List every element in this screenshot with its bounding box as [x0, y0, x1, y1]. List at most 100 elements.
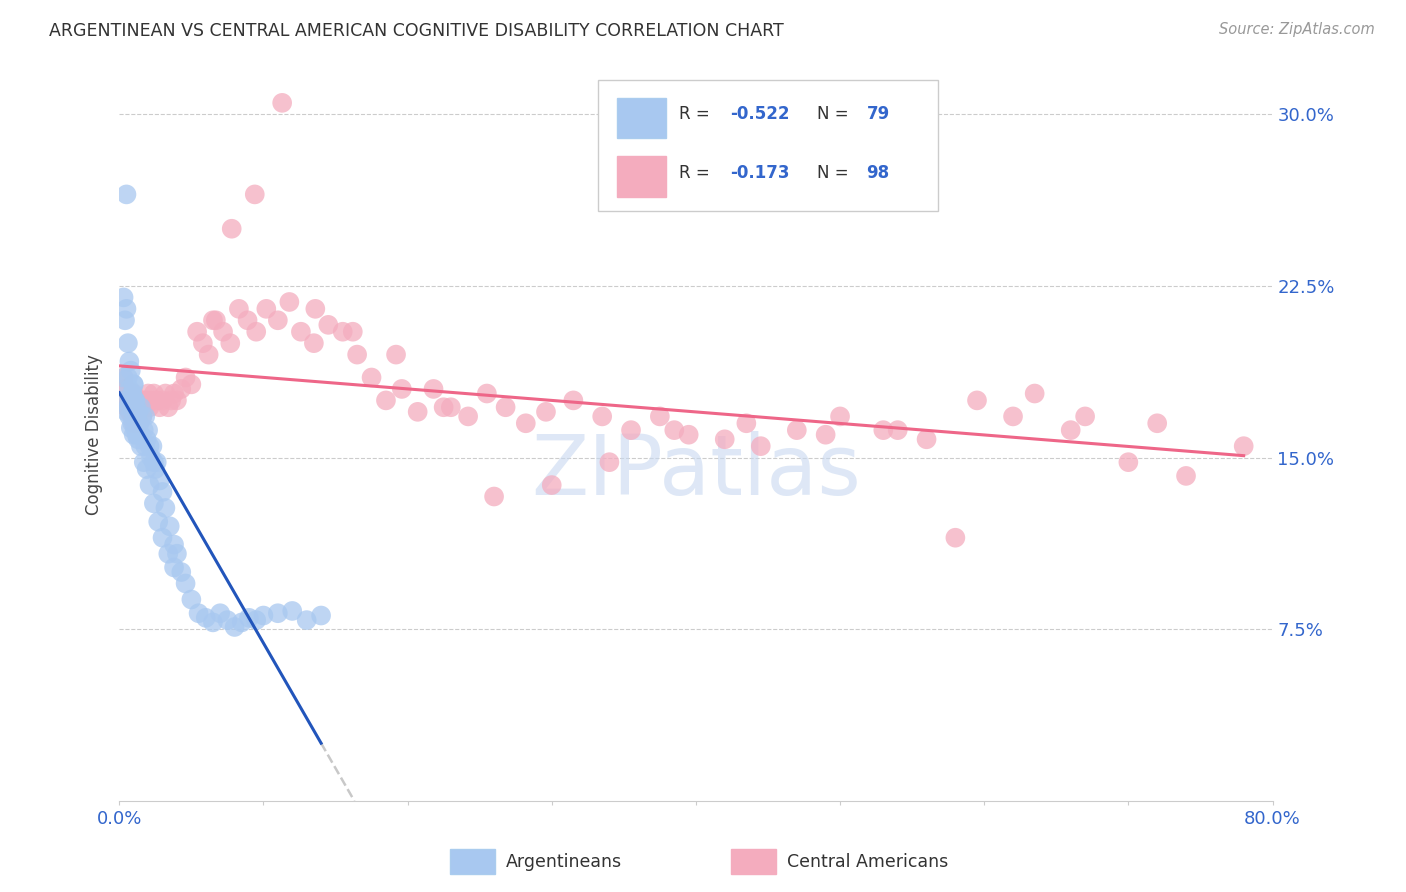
Point [886, 423, 908, 437]
Text: N =: N = [817, 105, 853, 123]
Text: R =: R = [679, 163, 714, 181]
Point [236, 313, 259, 327]
Point [346, 348, 368, 362]
Point [166, 393, 188, 408]
Point [1233, 439, 1256, 453]
Point [120, 393, 142, 408]
Point [134, 401, 156, 415]
Point [157, 401, 180, 415]
Point [122, 417, 145, 431]
Point [152, 393, 174, 408]
Point [281, 604, 304, 618]
Point [120, 393, 142, 408]
Point [1146, 417, 1168, 431]
Point [127, 423, 149, 437]
Point [212, 325, 235, 339]
Point [385, 348, 408, 362]
Point [125, 409, 148, 424]
Point [219, 336, 242, 351]
Point [139, 450, 162, 465]
Point [482, 490, 505, 504]
Point [132, 455, 155, 469]
Point [145, 455, 167, 469]
Point [375, 393, 398, 408]
Point [201, 313, 224, 327]
Point [115, 301, 138, 316]
Point [231, 615, 253, 630]
Point [332, 325, 354, 339]
Point [786, 423, 808, 437]
Point [132, 393, 155, 408]
Point [534, 405, 557, 419]
Point [163, 560, 186, 574]
Point [828, 409, 851, 424]
Point [238, 611, 260, 625]
Point [664, 423, 686, 437]
FancyBboxPatch shape [598, 79, 938, 211]
Point [342, 325, 364, 339]
Point [142, 496, 165, 510]
Point [112, 290, 135, 304]
Point [132, 423, 155, 437]
Point [129, 393, 152, 408]
Point [152, 531, 174, 545]
Point [174, 576, 197, 591]
Point [124, 421, 146, 435]
Point [118, 382, 141, 396]
Point [122, 427, 145, 442]
Text: Source: ZipAtlas.com: Source: ZipAtlas.com [1219, 22, 1375, 37]
Point [191, 336, 214, 351]
Point [254, 301, 277, 316]
Point [112, 370, 135, 384]
Point [118, 409, 141, 424]
Point [134, 409, 156, 424]
Point [155, 386, 177, 401]
Point [1024, 386, 1046, 401]
Point [945, 531, 967, 545]
Text: N =: N = [817, 163, 853, 181]
Text: 79: 79 [866, 105, 890, 123]
Point [127, 405, 149, 419]
Point [128, 417, 150, 431]
Point [117, 370, 139, 384]
Point [475, 386, 498, 401]
Point [209, 606, 232, 620]
Point [148, 515, 170, 529]
Point [735, 417, 758, 431]
Point [562, 393, 585, 408]
Point [149, 474, 172, 488]
Point [121, 386, 143, 401]
Point [129, 439, 152, 453]
Text: ARGENTINEAN VS CENTRAL AMERICAN COGNITIVE DISABILITY CORRELATION CHART: ARGENTINEAN VS CENTRAL AMERICAN COGNITIV… [49, 22, 785, 40]
Point [129, 427, 152, 442]
Point [121, 386, 143, 401]
Point [290, 325, 312, 339]
Point [114, 393, 136, 408]
Point [966, 393, 988, 408]
Point [120, 364, 142, 378]
Point [136, 386, 159, 401]
Point [118, 405, 141, 419]
Point [131, 409, 153, 424]
Point [122, 405, 145, 419]
Point [114, 313, 136, 327]
Point [121, 417, 143, 431]
Point [138, 478, 160, 492]
Point [302, 336, 325, 351]
Point [124, 393, 146, 408]
Point [127, 401, 149, 415]
Point [217, 613, 239, 627]
Point [117, 401, 139, 415]
Point [149, 401, 172, 415]
Point [360, 370, 382, 384]
Point [440, 401, 463, 415]
Point [271, 95, 294, 110]
Point [180, 592, 202, 607]
Point [131, 409, 153, 424]
Text: Argentineans: Argentineans [506, 853, 623, 871]
Point [495, 401, 517, 415]
Point [180, 377, 202, 392]
Point [135, 432, 157, 446]
Point [166, 547, 188, 561]
Point [814, 427, 837, 442]
